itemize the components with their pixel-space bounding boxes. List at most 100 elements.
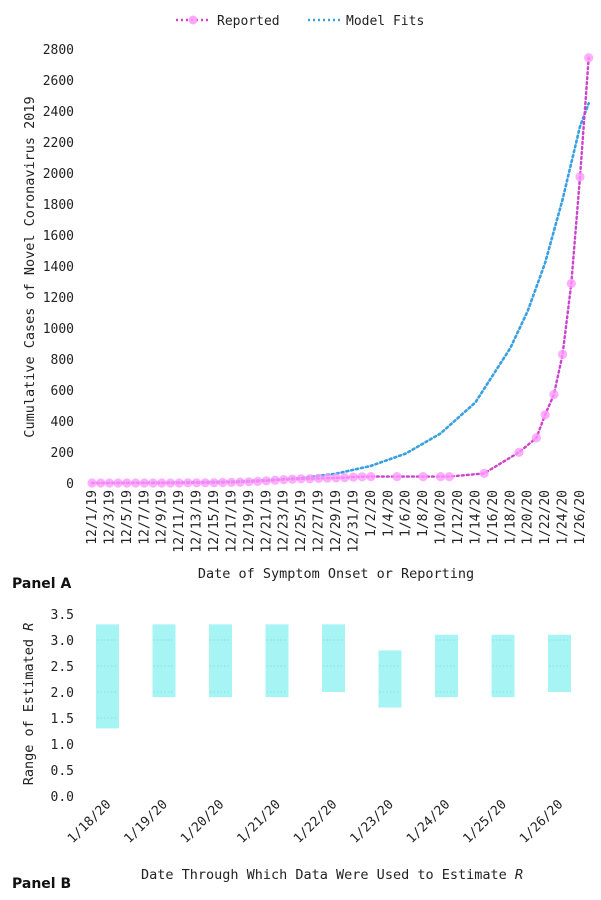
panel-b-x-tick-label: 1/25/20 xyxy=(460,797,509,846)
panel-a-x-tick-label: 1/10/20 xyxy=(434,490,449,545)
reported-point xyxy=(296,474,306,484)
panel-a-x-tick-label: 12/19/19 xyxy=(242,490,257,553)
panel-b-y-axis-title-text: Range of Estimated xyxy=(21,631,37,785)
panel-a-y-tick-label: 1200 xyxy=(43,291,74,306)
panel-a-x-tick-label: 12/15/19 xyxy=(207,490,222,553)
range-bar xyxy=(548,634,571,692)
panel-a-y-tick-label: 1000 xyxy=(43,322,74,337)
reported-point xyxy=(558,349,568,359)
reported-point xyxy=(244,477,254,487)
panel-b-y-tick-label: 0.5 xyxy=(51,764,74,779)
reported-point xyxy=(253,476,263,486)
reported-point xyxy=(418,472,428,482)
reported-point xyxy=(479,468,489,478)
reported-point xyxy=(192,478,202,488)
panel-a-x-tick-label: 1/18/20 xyxy=(503,490,518,545)
reported-point xyxy=(200,478,210,488)
panel-a-x-tick-label: 12/31/19 xyxy=(346,490,361,553)
panel-a-x-tick-label: 12/21/19 xyxy=(259,490,274,553)
legend-model-label: Model Fits xyxy=(346,14,424,29)
panel-b-x-axis-title-italic: R xyxy=(515,867,523,883)
panel-b-x-tick-label: 1/19/20 xyxy=(121,797,170,846)
panel-b-y-tick-labels: 0.0 0.5 1.0 1.5 2.0 2.5 3.0 3.5 xyxy=(51,608,74,805)
panel-b-x-axis-title: Date Through Which Data Were Used to Est… xyxy=(141,867,523,883)
reported-point xyxy=(279,475,289,485)
reported-point xyxy=(218,477,228,488)
panel-b-x-tick-label: 1/22/20 xyxy=(291,797,340,846)
reported-point xyxy=(96,478,106,488)
panel-b-y-axis-title-italic: R xyxy=(21,623,37,631)
panel-b-y-tick-label: 3.5 xyxy=(51,608,74,623)
panel-a-x-tick-label: 12/7/19 xyxy=(137,490,152,545)
panel-a-y-tick-labels: 0 200 400 600 800 1000 1200 1400 1600 1800 2000 220… xyxy=(43,43,74,492)
reported-point xyxy=(139,478,149,488)
panel-a-y-tick-label: 2600 xyxy=(43,74,74,89)
panel-a-y-tick-label: 2200 xyxy=(43,136,74,151)
reported-point xyxy=(183,478,193,488)
panel-a-y-tick-label: 2800 xyxy=(43,43,74,58)
reported-point xyxy=(235,477,245,487)
panel-b-x-tick-label: 1/20/20 xyxy=(178,797,227,846)
panel-a-y-tick-label: 1600 xyxy=(43,229,74,244)
panel-b-y-tick-label: 1.0 xyxy=(51,738,74,753)
panel-b-y-axis-title: Range of Estimated R xyxy=(21,623,37,786)
legend-reported-label: Reported xyxy=(217,14,280,29)
panel-b-y-tick-label: 0.0 xyxy=(51,790,74,805)
range-bar xyxy=(265,624,289,698)
panel-b-x-tick-label: 1/23/20 xyxy=(347,797,396,846)
panel-a-x-tick-label: 12/11/19 xyxy=(172,490,187,553)
panel-b-y-tick-label: 1.5 xyxy=(51,712,74,727)
panel-b-x-tick-label: 1/21/20 xyxy=(234,797,283,846)
reported-point xyxy=(148,478,158,488)
panel-a-x-tick-label: 1/14/20 xyxy=(468,490,483,545)
reported-point xyxy=(270,475,280,485)
panel-a-x-tick-label: 1/22/20 xyxy=(538,490,553,545)
reported-point xyxy=(314,473,324,483)
reported-point xyxy=(331,473,341,483)
panel-a-x-axis-title: Date of Symptom Onset or Reporting xyxy=(198,566,474,582)
reported-point xyxy=(566,278,576,289)
reported-point xyxy=(113,478,123,488)
panel-a-y-tick-label: 1400 xyxy=(43,260,74,275)
panel-a-y-tick-label: 2400 xyxy=(43,105,74,120)
reported-line xyxy=(90,56,590,485)
panel-a-x-tick-label: 12/23/19 xyxy=(277,490,292,553)
panel-a-x-tick-label: 1/24/20 xyxy=(556,490,571,545)
panel-a-y-tick-label: 600 xyxy=(51,384,74,399)
panel-a-y-tick-label: 200 xyxy=(51,446,74,461)
panel-a-x-tick-label: 1/20/20 xyxy=(521,490,536,545)
range-bar xyxy=(209,624,232,698)
reported-point xyxy=(209,478,219,488)
panel-a-label: Panel A xyxy=(12,576,72,592)
reported-point xyxy=(575,172,585,182)
reported-point xyxy=(340,473,350,483)
reported-point xyxy=(157,478,167,488)
panel-a-x-tick-label: 12/25/19 xyxy=(294,490,309,553)
reported-point xyxy=(357,472,367,482)
panel-b-x-tick-labels: 1/18/20 1/19/20 1/20/20 1/21/20 1/22/20 1/23/… xyxy=(65,797,566,846)
reported-point xyxy=(261,476,271,486)
panel-a-x-tick-label: 1/12/20 xyxy=(451,490,466,545)
reported-point xyxy=(226,477,236,487)
panel-a-y-tick-label: 1800 xyxy=(43,198,74,213)
panel-a-x-tick-label: 1/8/20 xyxy=(416,490,431,537)
panel-b-x-axis-title-text: Date Through Which Data Were Used to Est… xyxy=(141,867,515,883)
model-fits-line xyxy=(90,102,591,485)
panel-a-x-tick-labels: 12/1/19 12/3/19 12/5/19 12/7/19 12/9/19 12/11… xyxy=(85,490,588,553)
panel-a-x-tick-label: 12/27/19 xyxy=(312,490,327,553)
panel-a-x-tick-label: 1/4/20 xyxy=(381,490,396,537)
panel-b-y-tick-label: 2.0 xyxy=(51,686,74,701)
range-bar xyxy=(96,624,119,729)
panel-a-y-tick-label: 800 xyxy=(51,353,74,368)
reported-point xyxy=(104,478,114,488)
panel-a-y-axis-title: Cumulative Cases of Novel Coronavirus 20… xyxy=(22,96,38,437)
panel-a-x-tick-label: 12/17/19 xyxy=(224,490,239,553)
panel-b-label: Panel B xyxy=(12,876,72,892)
reported-point xyxy=(436,472,446,482)
panel-a-x-tick-label: 1/6/20 xyxy=(399,490,414,537)
panel-a-x-tick-label: 12/9/19 xyxy=(155,490,170,545)
reported-point xyxy=(366,472,376,482)
panel-a-x-tick-label: 12/1/19 xyxy=(85,490,100,545)
reported-series xyxy=(87,53,594,488)
